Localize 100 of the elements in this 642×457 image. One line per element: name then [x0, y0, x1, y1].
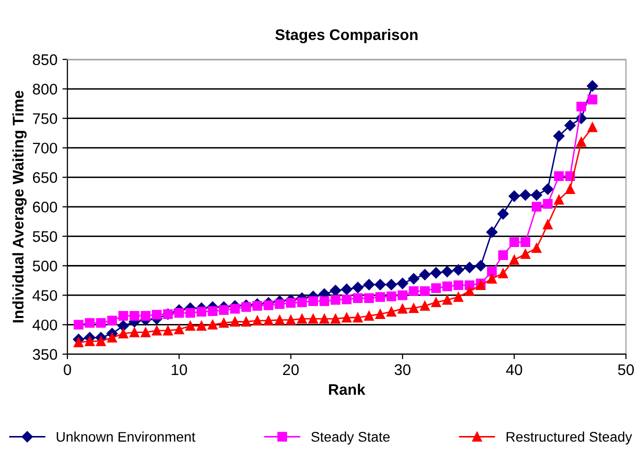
point [140, 328, 150, 338]
x-tick-label: 50 [618, 364, 634, 376]
point [398, 290, 408, 300]
y-axis-title: Individual Average Waiting Time [12, 90, 27, 322]
point [308, 296, 318, 306]
y-tick-label: 650 [32, 172, 58, 183]
point [364, 310, 374, 321]
point [341, 284, 352, 295]
point [386, 292, 396, 302]
legend-label: Unknown Environment [56, 432, 196, 442]
y-tick-label: 700 [32, 142, 58, 154]
point [74, 320, 84, 330]
point [508, 190, 520, 202]
point [230, 304, 240, 314]
point [565, 184, 575, 194]
y-tick-label: 600 [32, 202, 58, 212]
point [107, 316, 117, 326]
point [84, 336, 95, 346]
point [118, 328, 128, 338]
point [196, 306, 206, 317]
point [152, 326, 162, 336]
legend-label: Restructured Steady [506, 432, 632, 444]
y-tick-label: 350 [32, 349, 58, 360]
point [498, 268, 508, 278]
point [464, 286, 474, 296]
point [588, 122, 598, 132]
point [431, 283, 441, 294]
point [475, 260, 486, 272]
point [442, 295, 452, 305]
point [107, 332, 117, 343]
point [588, 94, 598, 104]
point [586, 80, 598, 92]
point [487, 274, 497, 284]
point [386, 279, 397, 290]
point [542, 220, 553, 230]
point [452, 264, 464, 276]
point [308, 314, 318, 324]
point [420, 300, 430, 311]
point [363, 279, 375, 290]
y-tick-label: 800 [32, 84, 58, 95]
point [230, 316, 240, 327]
point [96, 336, 106, 346]
point [419, 268, 430, 280]
point [352, 312, 363, 322]
y-tick-label: 750 [32, 113, 58, 124]
x-tick-label: 30 [394, 364, 410, 376]
point [241, 302, 252, 312]
point [174, 308, 184, 318]
x-axis-title: Rank [329, 384, 366, 395]
point [576, 102, 586, 112]
point [454, 292, 464, 302]
point [174, 324, 184, 334]
legend-label: Steady State [311, 432, 390, 444]
point [542, 198, 553, 209]
point [130, 310, 140, 321]
point [486, 226, 498, 238]
y-tick-label: 550 [32, 231, 58, 242]
point [185, 321, 196, 331]
point [408, 303, 419, 314]
point [118, 320, 129, 332]
point [118, 310, 128, 321]
point [520, 249, 530, 259]
point [420, 286, 430, 296]
point [442, 266, 453, 278]
point [520, 237, 530, 248]
point [319, 314, 330, 324]
y-tick-label: 850 [32, 54, 58, 66]
point [576, 137, 586, 147]
y-tick-label: 450 [32, 290, 58, 301]
point [554, 171, 564, 181]
point [498, 250, 508, 260]
point [96, 318, 106, 328]
point [398, 304, 408, 314]
point [330, 314, 340, 324]
point [386, 306, 396, 317]
point [140, 310, 150, 321]
point [130, 328, 140, 338]
point [84, 318, 95, 328]
point [554, 194, 564, 205]
point [218, 305, 229, 315]
point [208, 320, 218, 330]
point [218, 318, 229, 328]
point [330, 284, 342, 296]
point [520, 189, 532, 201]
point [274, 315, 285, 325]
point [286, 315, 296, 325]
point [442, 282, 452, 292]
point [297, 297, 307, 308]
point [252, 300, 262, 311]
point [454, 280, 464, 290]
point [364, 293, 374, 304]
point [408, 286, 419, 296]
point [532, 202, 542, 212]
point [196, 321, 206, 331]
point [553, 130, 565, 142]
point [208, 306, 218, 316]
point [396, 278, 408, 290]
point [375, 309, 386, 319]
point [375, 292, 386, 302]
point [342, 312, 352, 322]
